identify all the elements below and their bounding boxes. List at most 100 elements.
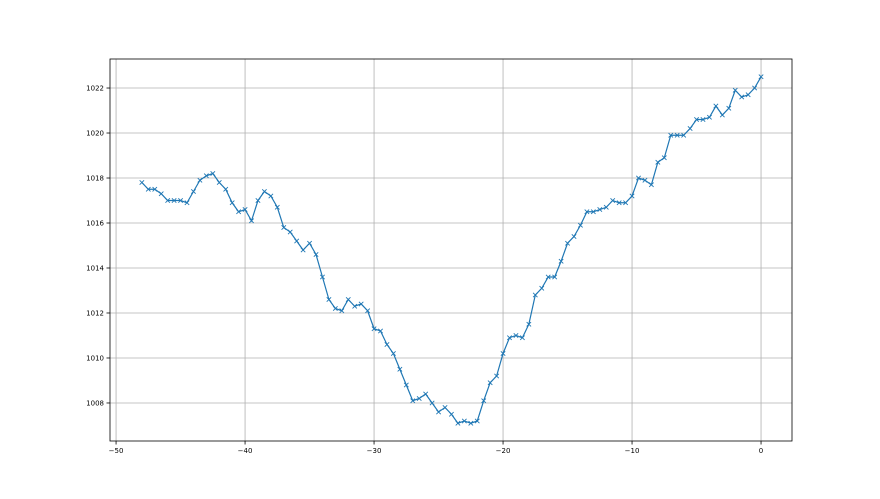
data-point-marker xyxy=(545,274,551,280)
data-point-marker xyxy=(268,193,274,199)
data-point-marker xyxy=(500,350,506,357)
data-point-marker xyxy=(506,335,513,341)
data-point-marker xyxy=(184,200,190,206)
data-point-marker xyxy=(203,173,209,179)
data-point-marker xyxy=(558,258,564,264)
y-tick-label: 1018 xyxy=(86,175,104,183)
data-point-marker xyxy=(552,274,558,280)
data-point-marker xyxy=(616,200,622,206)
data-point-marker xyxy=(423,391,429,397)
y-tick-label: 1008 xyxy=(86,399,104,407)
series xyxy=(139,74,764,426)
data-point-marker xyxy=(216,179,222,186)
data-point-marker xyxy=(571,233,577,240)
data-point-marker xyxy=(178,197,184,204)
x-tick-label: −10 xyxy=(625,447,640,455)
data-point-marker xyxy=(577,222,583,228)
data-point-marker xyxy=(494,373,500,379)
data-point-marker xyxy=(519,335,525,341)
grid xyxy=(110,59,792,441)
data-point-marker xyxy=(339,308,345,314)
data-point-marker xyxy=(719,112,725,118)
data-point-marker xyxy=(442,404,448,410)
data-point-marker xyxy=(345,296,351,303)
data-point-marker xyxy=(229,200,235,206)
data-point-marker xyxy=(139,179,145,186)
data-point-marker xyxy=(390,350,396,357)
data-point-marker xyxy=(694,116,700,123)
data-point-marker xyxy=(565,240,571,246)
data-point-marker xyxy=(274,204,280,210)
data-point-marker xyxy=(300,247,306,253)
data-point-marker xyxy=(700,116,706,123)
data-point-marker xyxy=(623,200,629,206)
data-point-marker xyxy=(629,193,635,199)
data-point-marker xyxy=(726,105,732,111)
data-point-marker xyxy=(474,418,480,424)
data-point-marker xyxy=(590,209,596,215)
data-point-marker xyxy=(668,132,674,138)
data-point-marker xyxy=(455,420,461,426)
data-point-marker xyxy=(681,132,687,138)
data-point-marker xyxy=(397,366,403,372)
x-tick-label: −50 xyxy=(109,447,124,455)
data-point-marker xyxy=(610,197,616,204)
data-point-marker xyxy=(758,74,764,80)
data-point-marker xyxy=(732,87,738,93)
data-point-marker xyxy=(371,326,377,332)
data-point-marker xyxy=(687,125,693,132)
data-point-marker xyxy=(532,292,538,298)
y-tick-label: 1016 xyxy=(86,220,104,228)
data-point-marker xyxy=(674,132,680,138)
data-point-marker xyxy=(655,159,661,165)
data-point-marker xyxy=(352,303,358,309)
data-point-marker xyxy=(165,197,171,204)
data-point-marker xyxy=(410,398,416,404)
x-tick-label: −30 xyxy=(367,447,382,455)
y-tick-label: 1014 xyxy=(86,264,104,272)
data-point-marker xyxy=(429,400,435,406)
data-point-marker xyxy=(377,328,384,334)
data-point-marker xyxy=(242,206,248,213)
data-point-marker xyxy=(481,398,487,404)
data-point-marker xyxy=(171,197,177,204)
data-point-marker xyxy=(603,204,609,210)
data-point-marker xyxy=(223,186,229,192)
data-point-marker xyxy=(358,301,364,307)
data-point-marker xyxy=(313,251,319,258)
data-point-marker xyxy=(294,238,300,244)
data-point-marker xyxy=(713,103,719,109)
data-point-marker xyxy=(468,420,474,426)
data-point-marker xyxy=(739,94,745,100)
data-point-marker xyxy=(635,175,642,181)
data-point-marker xyxy=(190,188,196,195)
y-axis: 1008 1010 1012 1014 1016 1018 1020 1022 xyxy=(86,85,110,407)
data-point-marker xyxy=(158,191,164,197)
data-point-marker xyxy=(236,209,242,215)
y-tick-label: 1022 xyxy=(86,85,104,93)
data-point-marker xyxy=(706,114,712,120)
x-tick-label: 0 xyxy=(759,447,763,455)
data-point-marker xyxy=(384,341,390,348)
data-point-marker xyxy=(152,186,158,192)
data-point-marker xyxy=(448,411,454,417)
x-tick-label: −20 xyxy=(496,447,511,455)
data-point-marker xyxy=(648,182,654,188)
data-point-marker xyxy=(597,206,603,213)
data-point-marker xyxy=(461,418,467,424)
data-point-marker xyxy=(526,321,532,327)
y-tick-label: 1020 xyxy=(86,130,104,138)
data-point-marker xyxy=(326,296,332,303)
data-point-marker xyxy=(281,224,287,231)
data-point-marker xyxy=(752,85,758,91)
data-point-marker xyxy=(487,380,493,386)
data-point-marker xyxy=(319,274,325,280)
data-point-marker xyxy=(332,305,338,312)
x-axis: −50 −40 −30 −20 −10 0 xyxy=(109,441,763,455)
data-point-marker xyxy=(365,308,371,314)
data-point-marker xyxy=(307,240,313,246)
data-point-marker xyxy=(403,382,409,388)
data-point-marker xyxy=(584,209,590,215)
